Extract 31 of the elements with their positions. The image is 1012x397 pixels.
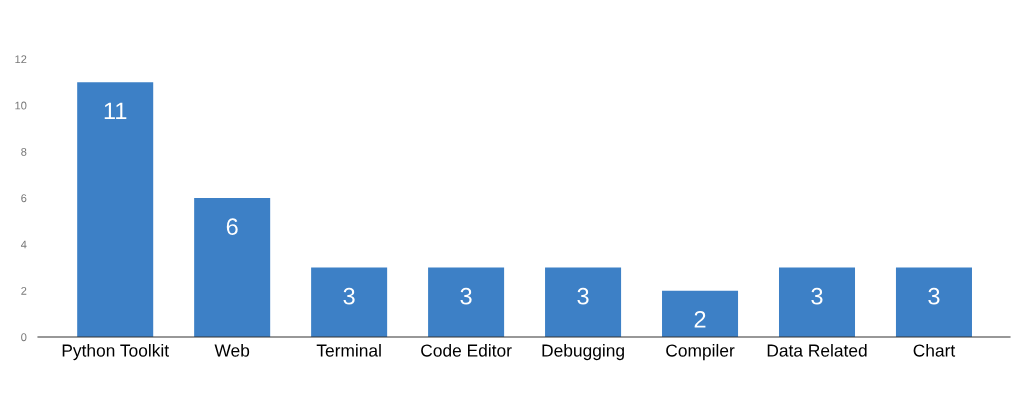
x-tick-label: Compiler bbox=[666, 343, 735, 361]
x-tick-label: Code Editor bbox=[421, 343, 512, 357]
bar bbox=[895, 267, 972, 337]
data-label: 3 bbox=[577, 287, 589, 305]
bar bbox=[545, 267, 622, 337]
y-tick-label: 0 bbox=[21, 333, 27, 342]
x-tick-label: Web bbox=[214, 343, 250, 357]
x-tick-label: Terminal bbox=[316, 343, 381, 357]
y-tick-label: 12 bbox=[15, 55, 27, 64]
x-tick-label: Python Toolkit bbox=[62, 343, 169, 361]
y-tick-label: 10 bbox=[15, 101, 27, 110]
bar bbox=[662, 290, 739, 337]
x-tick-label: Debugging bbox=[542, 343, 624, 361]
x-tick-label: Chart bbox=[913, 343, 956, 357]
data-label: 11 bbox=[104, 102, 127, 119]
bar bbox=[194, 198, 271, 337]
bar bbox=[311, 267, 388, 337]
bar bbox=[428, 267, 505, 337]
data-label: 3 bbox=[928, 287, 940, 305]
data-label: 3 bbox=[343, 287, 355, 305]
bar bbox=[778, 267, 856, 337]
data-label: 2 bbox=[694, 310, 706, 328]
y-tick-label: 2 bbox=[21, 286, 27, 295]
data-label: 3 bbox=[811, 287, 823, 305]
y-tick-label: 6 bbox=[21, 194, 27, 203]
y-tick-label: 8 bbox=[21, 147, 27, 156]
bar bbox=[77, 82, 154, 337]
y-tick-label: 4 bbox=[20, 240, 27, 249]
data-label: 6 bbox=[226, 218, 238, 235]
x-tick-label: Data Related bbox=[767, 343, 867, 357]
data-label: 3 bbox=[460, 287, 472, 305]
